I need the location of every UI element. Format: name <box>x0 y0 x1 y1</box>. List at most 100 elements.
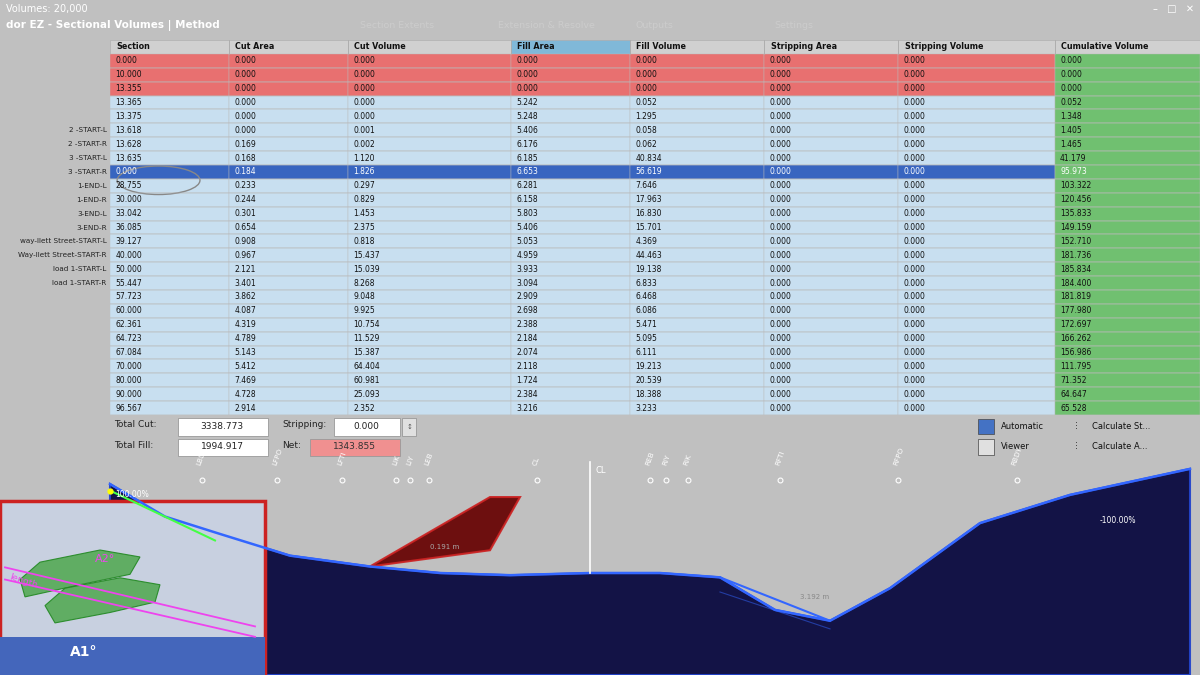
Text: 0.000: 0.000 <box>769 376 791 385</box>
Text: 0.000: 0.000 <box>904 167 925 176</box>
FancyBboxPatch shape <box>630 318 764 331</box>
Text: 1994.917: 1994.917 <box>200 442 244 452</box>
Text: 2.074: 2.074 <box>516 348 538 357</box>
Text: 0.000: 0.000 <box>516 56 538 65</box>
FancyBboxPatch shape <box>229 165 348 179</box>
FancyBboxPatch shape <box>229 68 348 82</box>
FancyBboxPatch shape <box>1055 193 1200 207</box>
FancyBboxPatch shape <box>110 193 229 207</box>
FancyBboxPatch shape <box>110 40 229 54</box>
FancyBboxPatch shape <box>348 304 511 318</box>
Text: 2.698: 2.698 <box>516 306 538 315</box>
FancyBboxPatch shape <box>229 318 348 331</box>
FancyBboxPatch shape <box>229 109 348 124</box>
Text: 3338.773: 3338.773 <box>200 422 244 431</box>
FancyBboxPatch shape <box>110 290 229 304</box>
FancyBboxPatch shape <box>110 234 229 248</box>
FancyBboxPatch shape <box>348 290 511 304</box>
Text: 152.710: 152.710 <box>1060 237 1091 246</box>
Text: 3 -START-L: 3 -START-L <box>68 155 107 161</box>
Text: 0.000: 0.000 <box>904 84 925 93</box>
Text: 0.000: 0.000 <box>904 223 925 232</box>
FancyBboxPatch shape <box>899 248 1055 262</box>
Text: 4.369: 4.369 <box>635 237 658 246</box>
Text: load 1-START-R: load 1-START-R <box>53 280 107 286</box>
FancyBboxPatch shape <box>511 373 630 387</box>
FancyBboxPatch shape <box>764 331 899 346</box>
Text: 0.169: 0.169 <box>234 140 256 148</box>
Text: Fill Volume: Fill Volume <box>636 43 686 51</box>
Text: 0.654: 0.654 <box>234 223 257 232</box>
Text: 5.248: 5.248 <box>516 112 538 121</box>
Text: 0.000: 0.000 <box>115 56 137 65</box>
FancyBboxPatch shape <box>229 346 348 360</box>
Text: 103.322: 103.322 <box>1060 182 1091 190</box>
Text: 0.000: 0.000 <box>904 320 925 329</box>
FancyBboxPatch shape <box>229 82 348 96</box>
Text: 111.795: 111.795 <box>1060 362 1091 371</box>
Text: 4.728: 4.728 <box>234 389 256 399</box>
Text: 28.755: 28.755 <box>115 182 142 190</box>
FancyBboxPatch shape <box>511 124 630 137</box>
FancyBboxPatch shape <box>630 401 764 415</box>
Text: 9.048: 9.048 <box>353 292 376 302</box>
FancyBboxPatch shape <box>899 276 1055 290</box>
Text: LEB: LEB <box>424 452 433 466</box>
FancyBboxPatch shape <box>110 151 229 165</box>
FancyBboxPatch shape <box>1055 54 1200 68</box>
Text: RFPO: RFPO <box>893 447 905 466</box>
FancyBboxPatch shape <box>764 360 899 373</box>
FancyBboxPatch shape <box>348 331 511 346</box>
Text: 0.000: 0.000 <box>769 362 791 371</box>
Text: 3 -START-R: 3 -START-R <box>68 169 107 175</box>
Text: 0.000: 0.000 <box>904 334 925 343</box>
FancyBboxPatch shape <box>1055 124 1200 137</box>
FancyBboxPatch shape <box>764 179 899 193</box>
FancyBboxPatch shape <box>1055 331 1200 346</box>
FancyBboxPatch shape <box>110 137 229 151</box>
Text: 15.039: 15.039 <box>353 265 380 273</box>
Text: 95.973: 95.973 <box>1060 167 1087 176</box>
Text: 120.456: 120.456 <box>1060 195 1092 205</box>
Text: 3.401: 3.401 <box>234 279 256 288</box>
Text: 19.138: 19.138 <box>635 265 661 273</box>
FancyBboxPatch shape <box>630 193 764 207</box>
Text: 0.829: 0.829 <box>353 195 374 205</box>
FancyBboxPatch shape <box>630 68 764 82</box>
FancyBboxPatch shape <box>764 40 899 54</box>
Text: 177.980: 177.980 <box>1060 306 1092 315</box>
Text: LBDY: LBDY <box>196 447 208 466</box>
Text: 5.412: 5.412 <box>234 362 256 371</box>
Text: 13.618: 13.618 <box>115 126 142 135</box>
FancyBboxPatch shape <box>899 40 1055 54</box>
FancyBboxPatch shape <box>110 276 229 290</box>
Text: 166.262: 166.262 <box>1060 334 1091 343</box>
FancyBboxPatch shape <box>764 137 899 151</box>
Text: 0.001: 0.001 <box>353 126 376 135</box>
FancyBboxPatch shape <box>511 387 630 401</box>
Text: 0.058: 0.058 <box>635 126 656 135</box>
Text: 0.000: 0.000 <box>904 140 925 148</box>
FancyBboxPatch shape <box>630 234 764 248</box>
FancyBboxPatch shape <box>229 373 348 387</box>
Text: 62.361: 62.361 <box>115 320 142 329</box>
Text: Volumes: 20,000: Volumes: 20,000 <box>6 4 88 14</box>
Text: length: length <box>8 572 38 590</box>
Text: 44.463: 44.463 <box>635 251 662 260</box>
Text: 0.000: 0.000 <box>904 98 925 107</box>
Text: 0.000: 0.000 <box>904 209 925 218</box>
Text: 10.000: 10.000 <box>115 70 142 79</box>
FancyBboxPatch shape <box>348 276 511 290</box>
Text: 3.862: 3.862 <box>234 292 256 302</box>
FancyBboxPatch shape <box>110 387 229 401</box>
Text: 1.295: 1.295 <box>635 112 656 121</box>
FancyBboxPatch shape <box>229 40 348 54</box>
FancyBboxPatch shape <box>511 346 630 360</box>
Text: 2.375: 2.375 <box>353 223 376 232</box>
Text: Way-llett Street-START-R: Way-llett Street-START-R <box>18 252 107 259</box>
FancyBboxPatch shape <box>630 331 764 346</box>
FancyBboxPatch shape <box>110 221 229 234</box>
FancyBboxPatch shape <box>630 304 764 318</box>
Text: Stripping Volume: Stripping Volume <box>905 43 983 51</box>
Text: 1343.855: 1343.855 <box>332 442 376 452</box>
